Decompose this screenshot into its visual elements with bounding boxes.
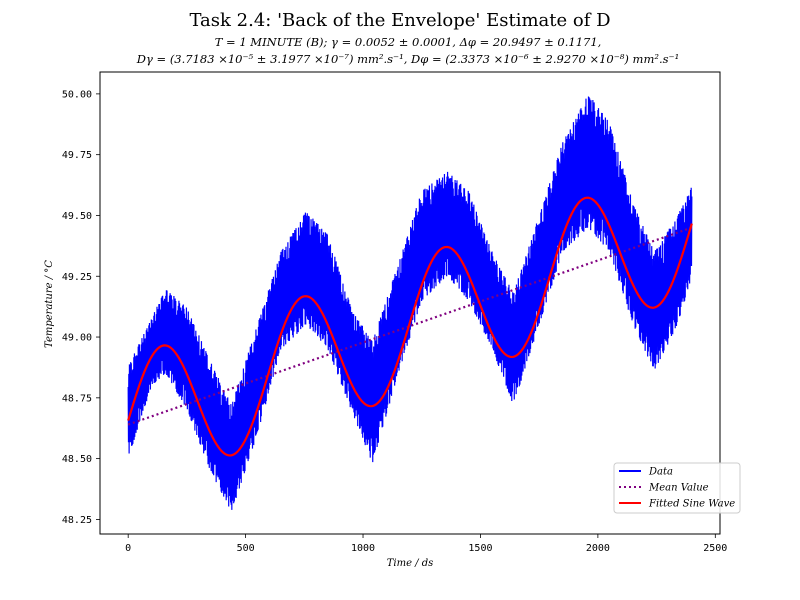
y-tick-label: 49.00 (62, 333, 92, 344)
y-tick-label: 48.75 (62, 393, 92, 404)
y-axis-label: Temperature / °C (44, 260, 55, 348)
x-tick-label: 500 (237, 543, 255, 554)
x-tick-label: 1000 (351, 543, 375, 554)
legend-label-fitted-sine-wave: Fitted Sine Wave (648, 499, 735, 510)
plot-frame (99, 71, 721, 535)
y-tick-label: 50.00 (62, 89, 92, 100)
plot-area (127, 96, 693, 510)
y-tick-label: 49.25 (62, 272, 92, 283)
legend-label-mean-value: Mean Value (648, 483, 709, 494)
chart-title: Task 2.4: 'Back of the Envelope' Estimat… (189, 10, 610, 31)
chart-subtitle-line1: T = 1 MINUTE (B); γ = 0.0052 ± 0.0001, Δ… (215, 35, 602, 49)
series-fitted-sine-wave-line (127, 196, 693, 457)
x-tick-label: 1500 (468, 543, 492, 554)
legend-label-data: Data (648, 467, 673, 478)
y-axis: 48.25 48.50 48.75 49.00 49.25 49.50 49.75 50.00 (62, 89, 100, 526)
y-tick-label: 49.50 (62, 211, 92, 222)
x-tick-label: 2000 (586, 543, 610, 554)
y-tick-label: 48.50 (62, 454, 92, 465)
y-tick-label: 48.25 (62, 515, 92, 526)
series-data-line (127, 96, 693, 510)
x-axis-label: Time / ds (387, 558, 434, 569)
legend: Data Mean Value Fitted Sine Wave (613, 462, 741, 514)
x-axis: 0 500 1000 1500 2000 2500 (125, 534, 727, 554)
x-tick-label: 0 (125, 543, 131, 554)
x-tick-label: 2500 (703, 543, 727, 554)
chart-subtitle-line2: Dγ = (3.7183 ×10⁻⁵ ± 3.1977 ×10⁻⁷) mm².s… (136, 52, 679, 66)
legend-box (613, 462, 741, 514)
y-tick-label: 49.75 (62, 150, 92, 161)
